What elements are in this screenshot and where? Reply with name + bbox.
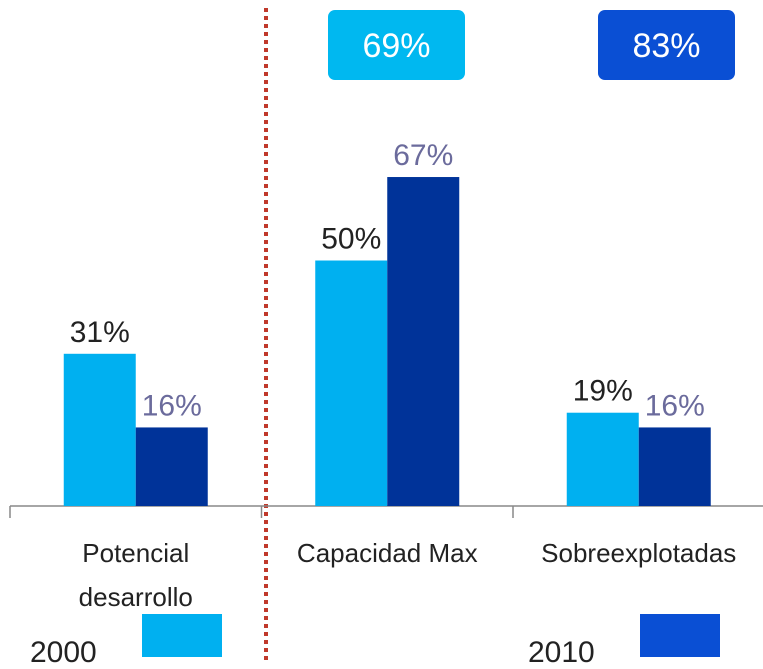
data-label: 16% [645,389,705,422]
annotation-box [598,10,735,80]
bar [315,260,388,506]
annotation-box [328,10,465,80]
legend-swatch [640,614,720,657]
bar [387,177,460,506]
bar [566,412,639,506]
x-tick-label: Capacidad Max [297,538,478,568]
annotation-text: 83% [632,27,700,65]
data-label: 50% [321,223,381,256]
data-label: 31% [70,316,130,349]
x-tick-label: desarrollo [79,582,193,612]
x-tick-label: Sobreexplotadas [541,538,736,568]
bar [638,427,711,506]
legend-label: 2010 [528,636,595,669]
data-label: 16% [142,389,202,422]
data-label: 67% [393,139,453,172]
x-tick-label: Potencial [82,538,189,568]
bar [135,427,208,506]
data-label: 19% [573,375,633,408]
legend-swatch [142,614,222,657]
annotation-text: 69% [362,27,430,65]
bar [63,353,136,506]
legend-label: 2000 [30,636,97,669]
